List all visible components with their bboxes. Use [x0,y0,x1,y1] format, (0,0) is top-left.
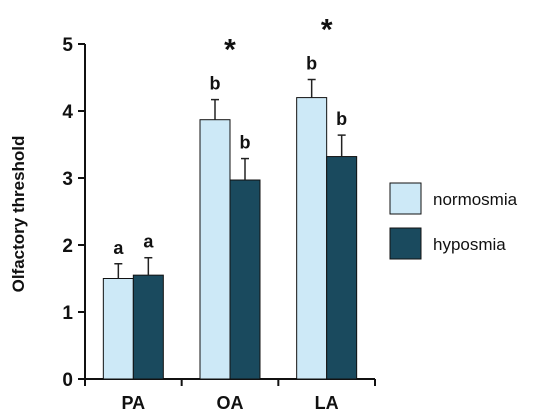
significance-letter: a [143,232,154,252]
significance-letter: b [336,109,347,129]
significance-star: * [321,14,333,47]
y-tick-label: 1 [62,303,73,324]
legend-label-normosmia: normosmia [433,190,518,209]
y-axis-label: Olfactory threshold [9,136,28,293]
y-tick-label: 5 [62,35,73,56]
legend-label-hyposmia: hyposmia [433,235,506,254]
significance-letter: b [306,54,317,74]
legend: normosmia hyposmia [389,182,518,260]
significance-letter: b [240,133,251,153]
significance-letter: a [113,238,124,258]
x-tick-label: PA [121,393,145,413]
bar-hyposmia [229,179,261,380]
y-tick-label: 3 [62,169,73,190]
y-tick-label: 4 [62,102,73,123]
bar-normosmia [199,119,231,380]
bar-normosmia [102,278,134,380]
y-axis-title: Olfactory threshold [9,136,28,293]
bar-normosmia [296,97,328,380]
x-tick-label: LA [315,393,339,413]
legend-swatch-normosmia [389,182,422,215]
bar-hyposmia [132,274,164,380]
bar-hyposmia [326,156,358,380]
x-tick-label: OA [217,393,244,413]
y-tick-label: 2 [62,236,73,257]
significance-letter: b [210,74,221,94]
y-tick-label: 0 [62,370,73,391]
significance-star: * [224,34,236,67]
legend-swatch-hyposmia [389,227,422,260]
